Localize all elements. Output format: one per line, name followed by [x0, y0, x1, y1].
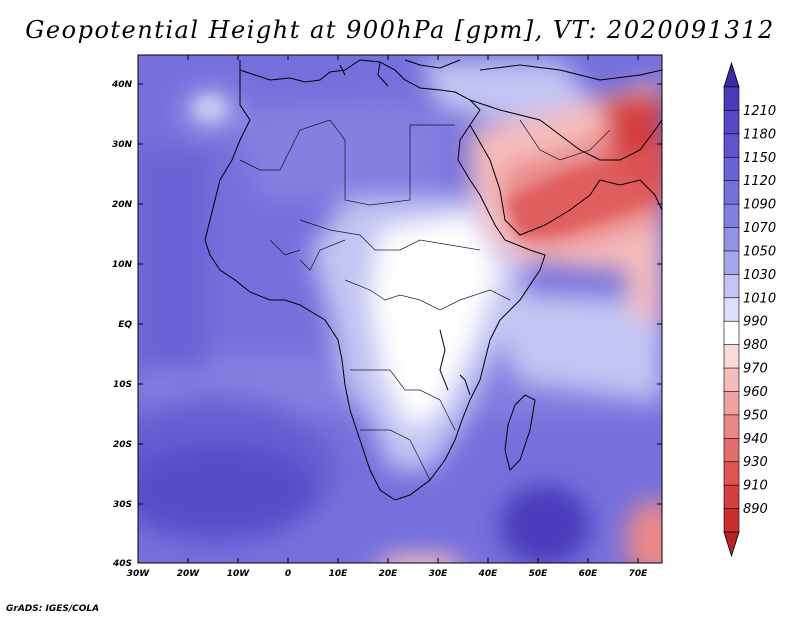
lat-label: 20S — [113, 440, 132, 450]
border-southern — [360, 429, 431, 481]
persian-coastline — [599, 179, 662, 211]
colorbar-segment — [723, 367, 740, 393]
coastlines — [204, 59, 662, 501]
field-atlantic — [138, 150, 208, 370]
colorbar-label: 910 — [743, 479, 768, 494]
lat-label: 30N — [112, 140, 133, 150]
border-mideast — [519, 119, 611, 161]
colorbar-segment — [723, 508, 740, 533]
colorbar-label: 990 — [743, 315, 768, 330]
madagascar-coastline — [504, 394, 536, 471]
lon-label: 30E — [429, 569, 449, 579]
map-frame — [137, 54, 663, 564]
lon-label: 0 — [285, 569, 291, 579]
colorbar-segment — [723, 461, 740, 486]
lon-label: 10E — [329, 569, 349, 579]
colorbar-label: 1030 — [743, 268, 776, 283]
grads-credit: GrADS: IGES/COLA — [6, 604, 100, 614]
arabia-coastline-north — [469, 99, 662, 161]
lon-label: 50E — [529, 569, 549, 579]
lon-label: 70E — [629, 569, 649, 579]
field-south-pink — [379, 554, 461, 563]
colorbar-segment — [723, 391, 740, 416]
colorbar: 1210 1180 1150 1120 1090 1070 1050 1030 1010 990 9… — [723, 61, 776, 558]
lon-label: 20E — [379, 569, 399, 579]
colorbar-bottom-arrow — [723, 531, 740, 558]
border-west — [269, 239, 346, 271]
colorbar-segment — [723, 297, 740, 322]
colorbar-segment — [723, 438, 740, 463]
colorbar-segment — [723, 203, 740, 229]
colorbar-label: 890 — [743, 502, 768, 517]
lon-axis: 30W 20W 10W 0 10E 20E 30E 40E 50E 60E 70… — [127, 55, 648, 579]
lat-label: 30S — [113, 500, 132, 510]
africa-coastline — [204, 59, 546, 501]
map-title: Geopotential Height at 900hPa [gpm], VT:… — [25, 16, 775, 44]
red-sea-coastline — [469, 124, 601, 236]
colorbar-label: 960 — [743, 385, 768, 400]
colorbar-label: 1050 — [743, 244, 776, 259]
colorbar-label: 970 — [743, 362, 768, 377]
colorbar-label: 940 — [743, 432, 768, 447]
lon-label: 10W — [227, 569, 251, 579]
field-se-red — [625, 500, 662, 563]
colorbar-segment — [723, 227, 740, 252]
lat-label: EQ — [118, 320, 132, 330]
colorbar-label: 930 — [743, 455, 768, 470]
colorbar-segment — [723, 180, 740, 205]
europe-coastline — [404, 59, 662, 81]
colorbar-segment — [723, 86, 740, 112]
colorbar-label: 1150 — [743, 151, 776, 166]
field-med-light — [420, 60, 600, 120]
lat-label: 10N — [112, 260, 133, 270]
colorbar-top-arrow — [723, 61, 740, 88]
lat-label: 10S — [113, 380, 132, 390]
colorbar-segment — [723, 414, 740, 439]
lat-label: 40S — [112, 559, 132, 569]
border-central — [344, 279, 511, 311]
colorbar-segment — [723, 250, 740, 275]
lat-axis: 40N 30N 20N 10N EQ 10S 20S 30S 40S — [111, 80, 662, 569]
field-sio-deep — [500, 485, 590, 563]
field-azores-core — [194, 95, 226, 121]
colorbar-label: 1180 — [743, 127, 776, 142]
lon-label: 20W — [177, 569, 201, 579]
country-borders — [239, 119, 611, 481]
colorbar-label: 950 — [743, 408, 768, 423]
field-indian-pink — [620, 240, 662, 330]
colorbar-segment — [723, 320, 740, 346]
colorbar-segment — [723, 133, 740, 158]
colorbar-label: 1010 — [743, 291, 776, 306]
colorbar-segment — [723, 274, 740, 299]
italy-coastline — [339, 61, 389, 87]
colorbar-label: 1120 — [743, 174, 776, 189]
field-satl — [138, 395, 335, 545]
lon-label: 40E — [478, 569, 499, 579]
lat-label: 20N — [112, 200, 133, 210]
colorbar-label: 1210 — [743, 104, 776, 119]
colorbar-label: 1090 — [743, 198, 776, 213]
colorbar-segment — [723, 110, 740, 135]
lon-label: 30W — [127, 569, 151, 579]
border-south-central — [350, 369, 456, 431]
border-sahel — [299, 219, 481, 251]
colorbar-label: 980 — [743, 338, 768, 353]
rift-lakes — [439, 329, 471, 396]
colorbar-segment — [723, 344, 740, 369]
colorbar-label: 1070 — [743, 221, 776, 236]
colorbar-segment — [723, 156, 740, 182]
lat-label: 40N — [111, 80, 133, 90]
geopotential-field — [138, 55, 662, 563]
lon-label: 60E — [579, 569, 599, 579]
colorbar-segment — [723, 484, 740, 510]
field-sahara — [230, 100, 450, 200]
border-north — [239, 119, 455, 206]
field-light-east — [480, 290, 662, 400]
field-africa-white — [370, 215, 500, 430]
field-gulf-red — [505, 140, 662, 240]
